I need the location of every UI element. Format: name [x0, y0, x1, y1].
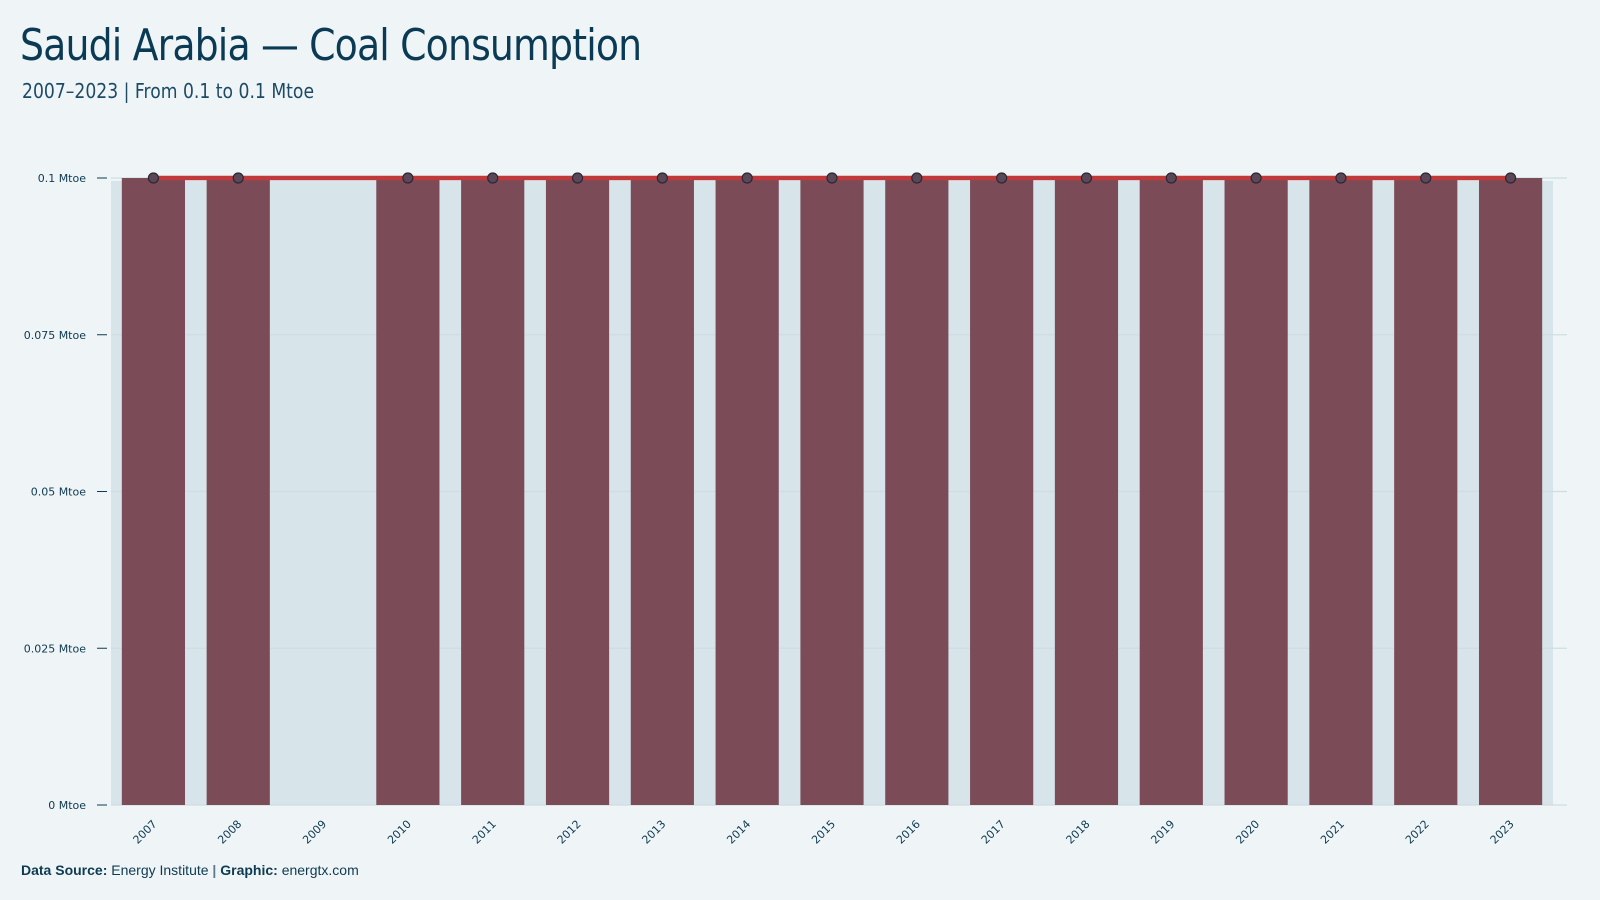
- marker-2011: [487, 172, 499, 184]
- marker-2022: [1420, 172, 1432, 184]
- y-tick-label: 0.05 Mtoe: [31, 486, 87, 499]
- bar-2010: [376, 178, 440, 805]
- marker-2013: [656, 172, 668, 184]
- y-tick-label: 0.075 Mtoe: [24, 329, 87, 342]
- x-tick-label: 2010: [385, 818, 414, 847]
- marker-2007: [147, 172, 160, 184]
- marker-2021: [1335, 172, 1347, 184]
- x-tick-label: 2015: [809, 818, 838, 847]
- bar-2021: [1309, 178, 1373, 805]
- x-tick-label: 2007: [131, 818, 160, 847]
- bar-2011: [461, 178, 525, 805]
- bar-2016: [885, 178, 949, 805]
- bar-2015: [800, 178, 864, 805]
- bar-2022: [1394, 178, 1458, 805]
- y-tick-label: 0 Mtoe: [48, 799, 86, 812]
- page-subtitle: 2007–2023 | From 0.1 to 0.1 Mtoe: [22, 79, 315, 103]
- x-tick-label: 2014: [724, 818, 753, 847]
- bar-2018: [1054, 178, 1119, 805]
- bar-2019: [1139, 178, 1203, 805]
- x-tick-label: 2013: [639, 818, 668, 847]
- x-tick-label: 2022: [1403, 818, 1432, 847]
- bar-2008: [206, 178, 270, 805]
- graphic-value: energtx.com: [281, 862, 359, 878]
- marker-2010: [402, 172, 414, 184]
- graphic-label: Graphic:: [220, 862, 278, 878]
- x-tick-label: 2008: [215, 818, 244, 847]
- bar-2012: [545, 178, 610, 805]
- marker-2017: [996, 172, 1008, 184]
- marker-2012: [571, 172, 584, 184]
- bar-2017: [970, 178, 1034, 805]
- x-tick-label: 2023: [1488, 818, 1517, 847]
- y-tick-label: 0.1 Mtoe: [38, 172, 87, 185]
- source-value: Energy Institute: [111, 862, 209, 878]
- marker-2015: [826, 172, 838, 184]
- footer-separator: |: [212, 862, 217, 878]
- x-tick-label: 2016: [894, 818, 923, 847]
- marker-2008: [232, 172, 244, 184]
- bar-2013: [630, 178, 694, 805]
- bar-2023: [1478, 178, 1543, 805]
- x-tick-label: 2020: [1233, 818, 1262, 847]
- marker-2014: [741, 172, 753, 184]
- bar-2014: [715, 178, 779, 805]
- x-tick-label: 2009: [300, 818, 329, 847]
- source-label: Data Source:: [21, 862, 108, 878]
- marker-2019: [1165, 172, 1177, 184]
- x-tick-label: 2019: [1148, 818, 1177, 847]
- marker-2018: [1080, 172, 1093, 184]
- x-tick-label: 2012: [555, 818, 584, 847]
- marker-2016: [911, 172, 923, 184]
- marker-2020: [1250, 172, 1262, 184]
- x-tick-label: 2017: [979, 818, 1008, 847]
- x-tick-label: 2011: [470, 818, 499, 847]
- footer-credits: Data Source: Energy Institute | Graphic:…: [21, 862, 359, 878]
- bar-2020: [1224, 178, 1288, 805]
- x-tick-label: 2021: [1318, 818, 1347, 847]
- page-title: Saudi Arabia — Coal Consumption: [20, 20, 642, 71]
- bar-2007: [121, 178, 186, 805]
- marker-2023: [1504, 172, 1517, 184]
- x-tick-label: 2018: [1064, 818, 1093, 847]
- y-tick-label: 0.025 Mtoe: [24, 642, 87, 655]
